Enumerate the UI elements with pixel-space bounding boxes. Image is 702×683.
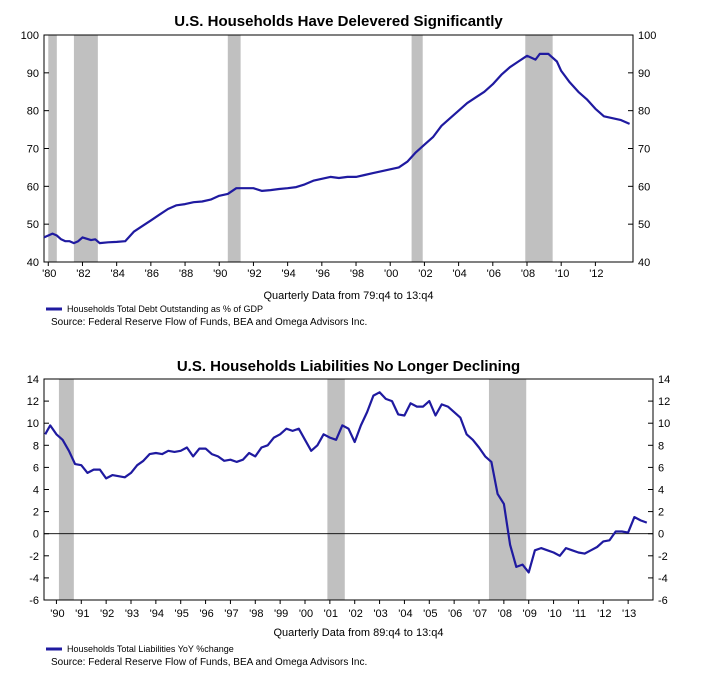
y-tick-label-right: 12	[658, 396, 670, 408]
x-tick-label: '06	[448, 608, 462, 620]
recession-band	[227, 35, 241, 262]
chart-1: U.S. Households Have Delevered Significa…	[21, 13, 657, 328]
x-tick-label: '00	[299, 608, 313, 620]
x-tick-label: '99	[274, 608, 288, 620]
x-tick-label: '04	[398, 608, 412, 620]
legend-label: Households Total Liabilities YoY %change	[67, 644, 234, 654]
chart-2: U.S. Households Liabilities No Longer De…	[27, 358, 671, 668]
y-tick-label-left: 4	[33, 485, 39, 497]
x-tick-label: '98	[350, 268, 364, 280]
y-tick-label-right: 40	[638, 257, 650, 269]
y-tick-label-right: 60	[638, 181, 650, 193]
x-tick-label: '92	[100, 608, 114, 620]
x-tick-label: '02	[349, 608, 363, 620]
y-tick-label-left: 6	[33, 462, 39, 474]
source-note: Source: Federal Reserve Flow of Funds, B…	[51, 657, 367, 668]
x-tick-label: '84	[110, 268, 124, 280]
x-tick-label: '94	[150, 608, 164, 620]
y-tick-label-right: 90	[638, 68, 650, 80]
recession-band	[411, 35, 423, 262]
x-tick-label: '95	[175, 608, 189, 620]
chart-title: U.S. Households Have Delevered Significa…	[174, 13, 503, 30]
y-tick-label-right: 100	[638, 30, 656, 42]
x-tick-label: '12	[597, 608, 611, 620]
x-tick-label: '80	[42, 268, 56, 280]
y-tick-label-right: -4	[658, 573, 668, 585]
x-tick-label: '00	[384, 268, 398, 280]
y-tick-label-left: 2	[33, 507, 39, 519]
y-tick-label-right: 50	[638, 219, 650, 231]
x-tick-label: '12	[589, 268, 603, 280]
y-tick-label-left: -6	[29, 595, 39, 607]
x-tick-label: '96	[316, 268, 330, 280]
recession-band	[58, 379, 74, 600]
y-tick-label-left: 40	[27, 257, 39, 269]
legend-label: Households Total Debt Outstanding as % o…	[67, 304, 263, 314]
y-tick-label-left: 80	[27, 106, 39, 118]
x-tick-label: '91	[75, 608, 89, 620]
x-tick-label: '97	[224, 608, 238, 620]
y-tick-label-right: 80	[638, 106, 650, 118]
y-tick-label-right: 14	[658, 374, 670, 386]
x-tick-label: '01	[324, 608, 338, 620]
y-tick-label-right: 70	[638, 144, 650, 156]
y-tick-label-left: 8	[33, 440, 39, 452]
x-tick-label: '90	[50, 608, 64, 620]
x-tick-label: '09	[523, 608, 537, 620]
x-tick-label: '11	[573, 608, 587, 620]
y-tick-label-left: 100	[21, 30, 39, 42]
x-tick-label: '93	[125, 608, 139, 620]
y-tick-label-right: 4	[658, 485, 664, 497]
y-tick-label-left: 90	[27, 68, 39, 80]
x-tick-label: '13	[622, 608, 636, 620]
recession-band	[525, 35, 553, 262]
y-tick-label-right: 10	[658, 418, 670, 430]
x-tick-label: '98	[249, 608, 263, 620]
x-tick-label: '86	[145, 268, 159, 280]
series-line	[44, 391, 648, 574]
x-tick-label: '90	[213, 268, 227, 280]
y-tick-label-right: 8	[658, 440, 664, 452]
y-tick-label-right: 6	[658, 462, 664, 474]
y-tick-label-left: -4	[29, 573, 39, 585]
recession-band	[327, 379, 345, 600]
x-tick-label: '88	[179, 268, 193, 280]
y-tick-label-left: 14	[27, 374, 39, 386]
x-tick-label: '82	[76, 268, 90, 280]
x-tick-label: '06	[487, 268, 501, 280]
x-tick-label: '94	[281, 268, 295, 280]
recession-band	[488, 379, 527, 600]
y-tick-label-right: 2	[658, 507, 664, 519]
x-tick-label: '04	[452, 268, 466, 280]
y-tick-label-left: 0	[33, 529, 39, 541]
y-tick-label-right: -6	[658, 595, 668, 607]
recession-band	[73, 35, 98, 262]
y-tick-label-left: 12	[27, 396, 39, 408]
x-tick-label: '05	[423, 608, 437, 620]
x-tick-label: '10	[555, 268, 569, 280]
x-axis-label: Quarterly Data from 79:q4 to 13:q4	[264, 290, 434, 302]
x-tick-label: '92	[247, 268, 261, 280]
x-tick-label: '96	[199, 608, 213, 620]
y-tick-label-left: 70	[27, 144, 39, 156]
x-tick-label: '07	[473, 608, 487, 620]
y-tick-label-right: -2	[658, 551, 668, 563]
y-tick-label-left: -2	[29, 551, 39, 563]
y-tick-label-left: 60	[27, 181, 39, 193]
y-tick-label-left: 50	[27, 219, 39, 231]
chart-title: U.S. Households Liabilities No Longer De…	[177, 358, 520, 375]
x-tick-label: '10	[547, 608, 561, 620]
x-tick-label: '02	[418, 268, 432, 280]
x-axis-label: Quarterly Data from 89:q4 to 13:q4	[274, 627, 444, 639]
recession-band	[48, 35, 57, 262]
plot-frame	[43, 378, 654, 601]
y-tick-label-left: 10	[27, 418, 39, 430]
x-tick-label: '03	[373, 608, 387, 620]
x-tick-label: '08	[521, 268, 535, 280]
x-tick-label: '08	[498, 608, 512, 620]
series-line	[43, 52, 631, 245]
source-note: Source: Federal Reserve Flow of Funds, B…	[51, 317, 367, 328]
y-tick-label-right: 0	[658, 529, 664, 541]
